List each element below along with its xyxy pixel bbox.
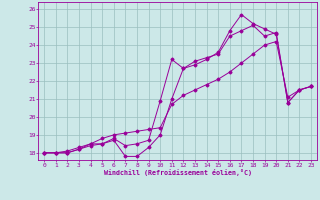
X-axis label: Windchill (Refroidissement éolien,°C): Windchill (Refroidissement éolien,°C) [104,169,252,176]
